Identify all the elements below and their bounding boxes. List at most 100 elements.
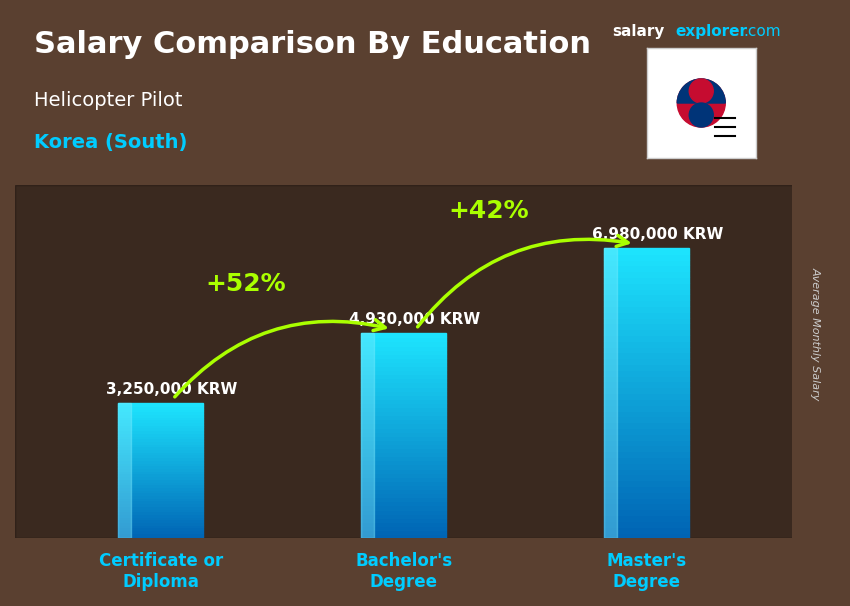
FancyArrowPatch shape: [417, 236, 628, 327]
Bar: [361, 370, 446, 375]
Bar: [604, 416, 689, 422]
Bar: [361, 407, 446, 411]
Bar: [604, 474, 689, 480]
Bar: [604, 486, 689, 492]
Bar: [361, 415, 446, 419]
Text: 4,930,000 KRW: 4,930,000 KRW: [349, 312, 480, 327]
Bar: [118, 484, 203, 487]
Bar: [118, 460, 203, 462]
Bar: [604, 451, 689, 457]
Bar: [361, 505, 446, 510]
Bar: [361, 464, 446, 468]
Bar: [361, 387, 446, 391]
Bar: [361, 378, 446, 382]
Bar: [118, 454, 203, 457]
Text: 3,250,000 KRW: 3,250,000 KRW: [106, 382, 237, 397]
Bar: [361, 518, 446, 522]
Bar: [361, 333, 374, 538]
Bar: [604, 463, 689, 468]
Bar: [604, 509, 689, 515]
Bar: [361, 440, 446, 444]
Bar: [361, 498, 446, 501]
Bar: [361, 526, 446, 530]
Bar: [118, 482, 203, 484]
Bar: [118, 468, 203, 471]
Bar: [118, 422, 203, 425]
Circle shape: [689, 103, 713, 127]
Bar: [604, 376, 689, 382]
Bar: [604, 504, 689, 509]
Bar: [361, 345, 446, 350]
Bar: [604, 295, 689, 300]
Bar: [604, 527, 689, 533]
Bar: [118, 403, 203, 406]
Bar: [118, 406, 203, 408]
Bar: [361, 354, 446, 358]
Bar: [361, 444, 446, 448]
Bar: [604, 439, 689, 445]
Bar: [361, 522, 446, 526]
Bar: [118, 527, 203, 530]
Bar: [118, 416, 203, 419]
Bar: [361, 477, 446, 481]
Bar: [361, 485, 446, 489]
Bar: [361, 448, 446, 452]
Bar: [361, 350, 446, 354]
Bar: [361, 436, 446, 440]
Text: 6,980,000 KRW: 6,980,000 KRW: [592, 227, 723, 242]
Circle shape: [689, 79, 713, 103]
Bar: [118, 449, 203, 452]
Bar: [604, 300, 689, 306]
Bar: [118, 517, 203, 519]
Bar: [118, 441, 203, 444]
Bar: [118, 522, 203, 525]
Bar: [118, 436, 203, 438]
Bar: [361, 341, 446, 345]
Bar: [604, 265, 689, 271]
Bar: [604, 318, 689, 324]
Text: +42%: +42%: [449, 199, 529, 223]
Bar: [361, 456, 446, 461]
Bar: [604, 382, 689, 387]
Text: Salary Comparison By Education: Salary Comparison By Education: [34, 30, 591, 59]
Bar: [604, 521, 689, 527]
Bar: [604, 259, 689, 265]
Bar: [604, 387, 689, 393]
Bar: [604, 358, 689, 364]
Bar: [118, 414, 203, 416]
Bar: [361, 493, 446, 498]
Bar: [604, 492, 689, 498]
Bar: [604, 410, 689, 416]
Text: salary: salary: [612, 24, 665, 39]
Bar: [604, 515, 689, 521]
Text: +52%: +52%: [206, 271, 286, 296]
Bar: [361, 530, 446, 534]
Bar: [118, 473, 203, 476]
FancyArrowPatch shape: [175, 320, 385, 397]
Bar: [361, 375, 446, 378]
Bar: [118, 408, 203, 411]
Bar: [361, 358, 446, 362]
Bar: [118, 471, 203, 473]
Bar: [361, 489, 446, 493]
Bar: [604, 248, 617, 538]
Bar: [118, 490, 203, 492]
Bar: [361, 428, 446, 431]
Bar: [604, 248, 689, 254]
Bar: [604, 434, 689, 439]
Bar: [118, 495, 203, 498]
Bar: [361, 419, 446, 424]
Bar: [361, 399, 446, 403]
Bar: [118, 514, 203, 517]
Text: Average Monthly Salary: Average Monthly Salary: [811, 267, 821, 400]
Bar: [118, 506, 203, 508]
Bar: [361, 534, 446, 538]
Bar: [604, 329, 689, 335]
Bar: [604, 445, 689, 451]
Bar: [118, 525, 203, 527]
Bar: [118, 498, 203, 501]
Bar: [361, 411, 446, 415]
Text: .com: .com: [744, 24, 781, 39]
Bar: [118, 508, 203, 511]
Bar: [118, 536, 203, 538]
